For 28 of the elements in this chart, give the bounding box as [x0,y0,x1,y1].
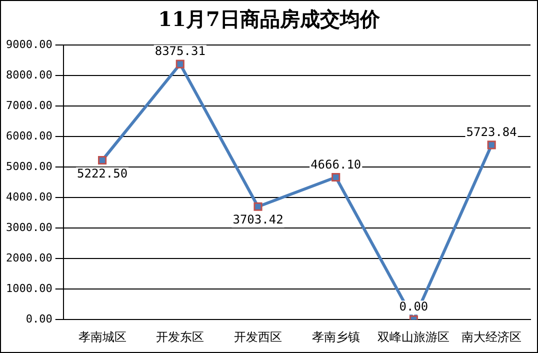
x-tick-label: 开发东区 [156,330,204,344]
y-tick-label: 3000.00 [6,220,52,234]
y-tick-label: 9000.00 [6,38,52,51]
x-tick-label: 南大经济区 [462,330,522,344]
y-tick-label: 1000.00 [6,282,52,295]
data-label: 8375.31 [154,44,206,58]
y-tick-label: 2000.00 [6,251,52,264]
y-tick-label: 8000.00 [6,68,52,82]
point [98,156,107,165]
y-tick-label: 4000.00 [6,190,52,204]
point [176,60,184,68]
data-label: 5222.50 [76,166,128,180]
x-tick-label: 孝南城区 [78,330,126,344]
y-tick-label: 5000.00 [6,160,52,173]
point [332,172,340,182]
x-tick-label: 双峰山旅游区 [378,330,450,344]
y-tick-label: 6000.00 [6,129,52,142]
x-tick-label: 孝南乡镇 [312,330,360,344]
chart-title: 11月7日商品房成交均价 [158,7,381,32]
y-tick-label: 7000.00 [6,98,52,112]
point [254,202,262,211]
point [487,140,496,150]
data-label: 0.00 [399,300,428,314]
data-label: 4666.10 [310,157,362,172]
y-tick-label: 0.00 [26,312,52,326]
x-tick-label: 开发西区 [234,330,282,344]
data-label: 3703.42 [232,212,284,227]
data-label: 5723.84 [466,125,517,140]
